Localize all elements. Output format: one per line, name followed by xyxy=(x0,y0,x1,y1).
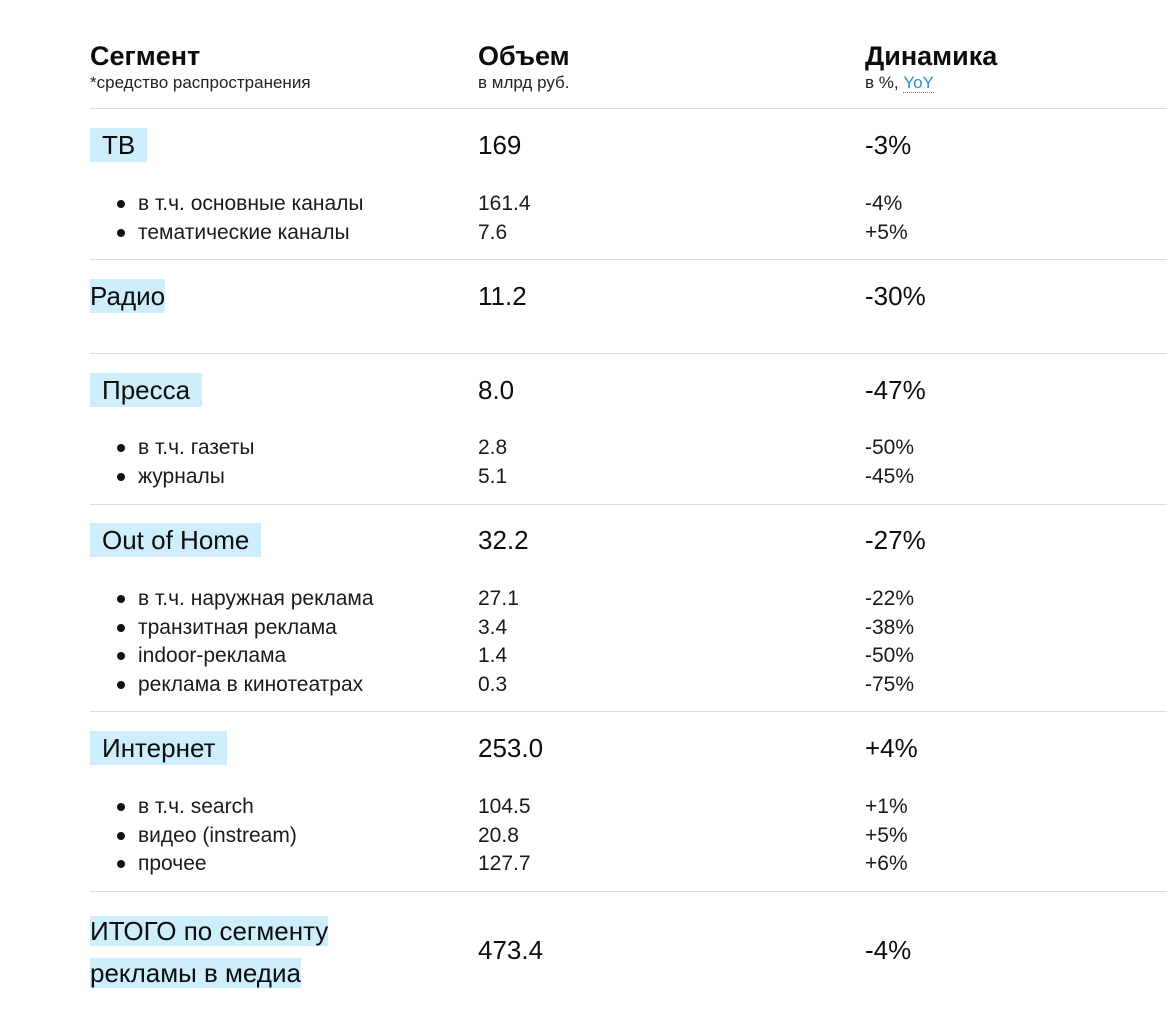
item-volume: 104.5 xyxy=(478,795,531,818)
item-volume: 0.3 xyxy=(478,672,508,696)
item-dynamics: -22% xyxy=(865,587,915,610)
segment-dynamics: -27% xyxy=(865,525,926,555)
total-label-line1: ИТОГО по сегменту xyxy=(90,916,329,946)
header-volume: Объем в млрд руб. xyxy=(478,40,570,94)
bullet-icon xyxy=(117,595,125,603)
bullet-icon xyxy=(117,623,125,632)
segment-name: Радио xyxy=(90,279,166,313)
divider xyxy=(90,108,1167,109)
item-volume: 27.1 xyxy=(478,587,519,610)
yoy-link[interactable]: YoY xyxy=(903,73,934,93)
list-item: реклама в кинотеатрах 0.3 -75% xyxy=(0,670,1167,699)
header-volume-subtitle: в млрд руб. xyxy=(478,73,570,92)
total-volume: 473.4 xyxy=(478,935,544,965)
bullet-icon xyxy=(117,803,125,811)
header-segment: Сегмент *средство распространения xyxy=(90,40,311,94)
segment-volume: 253.0 xyxy=(478,733,544,763)
list-item: журналы 5.1 -45% xyxy=(0,462,1167,491)
total-label: ИТОГО по сегменту рекламы в медиа xyxy=(90,910,380,994)
header-dynamics: Динамика в %, YoY xyxy=(865,40,997,94)
bullet-icon xyxy=(117,831,125,840)
item-dynamics: +1% xyxy=(865,795,908,818)
table-header: Сегмент *средство распространения Объем … xyxy=(0,40,1167,108)
list-item: в т.ч. газеты 2.8 -50% xyxy=(0,433,1167,462)
item-label: indoor-реклама xyxy=(138,644,287,667)
segment-name: Интернет xyxy=(90,731,228,765)
header-segment-title: Сегмент xyxy=(90,41,201,71)
item-dynamics: -75% xyxy=(865,672,915,696)
item-label: журналы xyxy=(138,464,225,488)
segment-volume: 32.2 xyxy=(478,525,529,555)
segment-name: ТВ xyxy=(90,128,148,162)
bullet-icon xyxy=(117,680,125,689)
item-volume: 7.6 xyxy=(478,220,508,244)
bullet-icon xyxy=(117,228,125,237)
segment-name: Out of Home xyxy=(90,523,262,557)
segment-name: Пресса xyxy=(90,373,203,407)
item-label: в т.ч. основные каналы xyxy=(138,192,364,215)
divider xyxy=(90,504,1167,505)
bullet-icon xyxy=(117,472,125,481)
item-dynamics: -50% xyxy=(865,644,915,667)
item-label: в т.ч. наружная реклама xyxy=(138,587,374,610)
item-volume: 3.4 xyxy=(478,615,508,639)
header-volume-title: Объем xyxy=(478,41,570,71)
item-dynamics: -4% xyxy=(865,192,903,215)
item-volume: 127.7 xyxy=(478,852,531,875)
total-dynamics: -4% xyxy=(865,935,912,965)
item-dynamics: +5% xyxy=(865,823,908,847)
bullet-icon xyxy=(117,652,125,660)
bullet-icon xyxy=(117,444,125,452)
list-item: транзитная реклама 3.4 -38% xyxy=(0,613,1167,642)
segment-internet-items: в т.ч. search 104.5 +1% видео (instream)… xyxy=(0,792,1167,878)
item-dynamics: +6% xyxy=(865,852,908,875)
segment-dynamics: +4% xyxy=(865,733,918,763)
header-dynamics-subtitle: в %, YoY xyxy=(865,72,997,94)
item-label: в т.ч. газеты xyxy=(138,436,255,459)
segment-tv-items: в т.ч. основные каналы 161.4 -4% тематич… xyxy=(0,189,1167,246)
bullet-icon xyxy=(117,200,125,208)
header-dynamics-title: Динамика xyxy=(865,41,998,71)
segment-dynamics: -30% xyxy=(865,281,926,311)
segment-volume: 11.2 xyxy=(478,281,527,311)
item-label: в т.ч. search xyxy=(138,795,254,818)
list-item: тематические каналы 7.6 +5% xyxy=(0,218,1167,247)
divider xyxy=(90,353,1167,354)
item-label: видео (instream) xyxy=(138,823,297,847)
segment-out-of-home-items: в т.ч. наружная реклама 27.1 -22% транзи… xyxy=(0,584,1167,698)
item-label: реклама в кинотеатрах xyxy=(138,672,364,696)
list-item: в т.ч. search 104.5 +1% xyxy=(0,792,1167,821)
item-volume: 161.4 xyxy=(478,192,531,215)
item-label: транзитная реклама xyxy=(138,615,337,639)
item-dynamics: +5% xyxy=(865,220,908,244)
item-volume: 5.1 xyxy=(478,464,508,488)
divider xyxy=(90,891,1167,892)
item-volume: 20.8 xyxy=(478,823,519,847)
item-dynamics: -38% xyxy=(865,615,915,639)
total-label-line2: рекламы в медиа xyxy=(90,958,301,988)
list-item: indoor-реклама 1.4 -50% xyxy=(0,641,1167,670)
list-item: видео (instream) 20.8 +5% xyxy=(0,821,1167,850)
item-volume: 2.8 xyxy=(478,436,508,459)
item-dynamics: -45% xyxy=(865,464,915,488)
segment-volume: 8.0 xyxy=(478,375,515,405)
divider xyxy=(90,259,1167,260)
divider xyxy=(90,711,1167,712)
item-label: тематические каналы xyxy=(138,220,350,244)
list-item: в т.ч. наружная реклама 27.1 -22% xyxy=(0,584,1167,613)
bullet-icon xyxy=(117,860,125,868)
header-dynamics-prefix: в %, xyxy=(865,73,899,92)
segment-press-items: в т.ч. газеты 2.8 -50% журналы 5.1 -45% xyxy=(0,433,1167,490)
segment-dynamics: -3% xyxy=(865,130,912,160)
item-dynamics: -50% xyxy=(865,436,915,459)
list-item: прочее 127.7 +6% xyxy=(0,849,1167,878)
segment-volume: 169 xyxy=(478,130,522,160)
item-label: прочее xyxy=(138,852,207,875)
header-segment-subtitle: *средство распространения xyxy=(90,73,311,92)
segment-dynamics: -47% xyxy=(865,375,926,405)
list-item: в т.ч. основные каналы 161.4 -4% xyxy=(0,189,1167,218)
item-volume: 1.4 xyxy=(478,644,508,667)
